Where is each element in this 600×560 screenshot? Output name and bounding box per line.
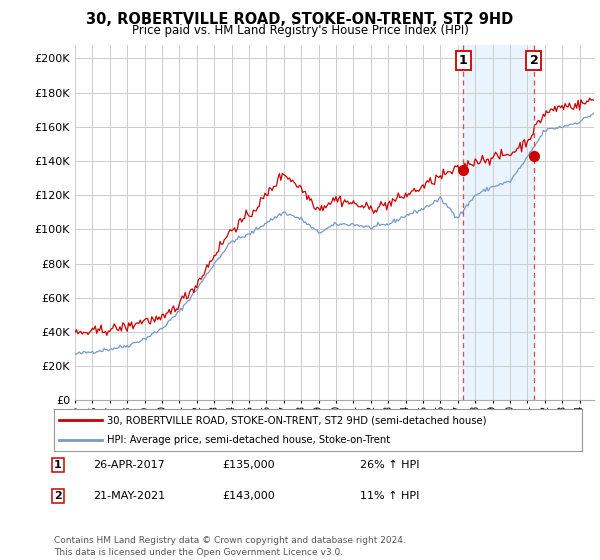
Text: £143,000: £143,000 — [222, 491, 275, 501]
Text: 21-MAY-2021: 21-MAY-2021 — [93, 491, 165, 501]
Bar — [463, 45, 534, 400]
Text: 11% ↑ HPI: 11% ↑ HPI — [360, 491, 419, 501]
Text: Contains HM Land Registry data © Crown copyright and database right 2024.
This d: Contains HM Land Registry data © Crown c… — [54, 536, 406, 557]
Text: 2: 2 — [530, 54, 538, 67]
Text: £135,000: £135,000 — [222, 460, 275, 470]
Text: 1: 1 — [459, 54, 468, 67]
Text: 2: 2 — [54, 491, 62, 501]
Text: Price paid vs. HM Land Registry's House Price Index (HPI): Price paid vs. HM Land Registry's House … — [131, 24, 469, 36]
Text: 30, ROBERTVILLE ROAD, STOKE-ON-TRENT, ST2 9HD: 30, ROBERTVILLE ROAD, STOKE-ON-TRENT, ST… — [86, 12, 514, 27]
Text: 26% ↑ HPI: 26% ↑ HPI — [360, 460, 419, 470]
Text: 1: 1 — [54, 460, 62, 470]
Text: 26-APR-2017: 26-APR-2017 — [93, 460, 165, 470]
Text: HPI: Average price, semi-detached house, Stoke-on-Trent: HPI: Average price, semi-detached house,… — [107, 435, 390, 445]
Text: 30, ROBERTVILLE ROAD, STOKE-ON-TRENT, ST2 9HD (semi-detached house): 30, ROBERTVILLE ROAD, STOKE-ON-TRENT, ST… — [107, 415, 487, 425]
